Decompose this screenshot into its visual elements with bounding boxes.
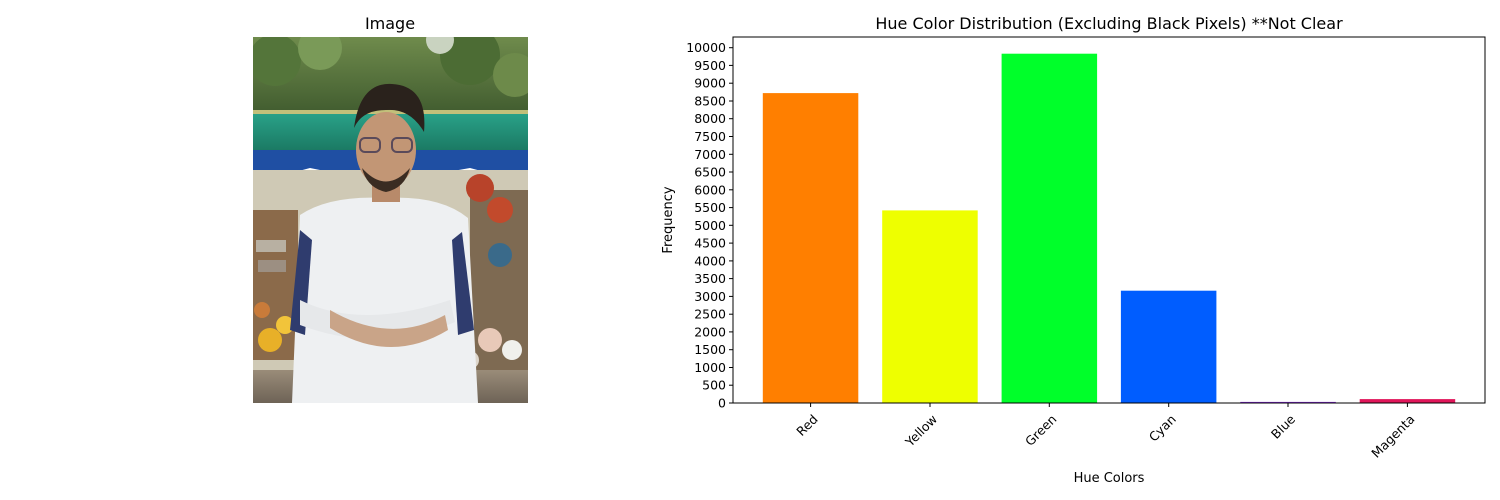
image-title: Image: [365, 14, 415, 33]
y-tick-label: 8500: [694, 94, 726, 109]
y-tick-label: 3000: [694, 289, 726, 304]
x-tick-label: Cyan: [1146, 412, 1179, 445]
y-tick-label: 7000: [694, 147, 726, 162]
y-tick-label: 10000: [686, 40, 726, 55]
hue-distribution-chart: Hue Color Distribution (Excluding Black …: [661, 14, 1486, 486]
x-tick-label: Yellow: [902, 412, 941, 451]
y-tick-label: 5500: [694, 200, 726, 215]
y-tick-label: 8000: [694, 111, 726, 126]
x-tick-label: Red: [793, 412, 820, 439]
bar-magenta: [1359, 399, 1456, 403]
x-tick-label: Green: [1022, 412, 1059, 449]
bar-yellow: [882, 210, 978, 403]
y-axis: 0 500 1000 1500 2000 2500 3000 3500 4000 4500 5000…: [686, 40, 733, 411]
y-tick-label: 500: [702, 378, 726, 393]
y-tick-label: 4500: [694, 236, 726, 251]
y-tick-label: 4000: [694, 253, 726, 268]
bars-group: [762, 53, 1456, 403]
x-tick-label: Magenta: [1368, 412, 1417, 461]
bar-cyan: [1120, 290, 1217, 403]
y-tick-label: 6500: [694, 165, 726, 180]
y-tick-label: 1000: [694, 360, 726, 375]
y-tick-label: 0: [718, 396, 726, 411]
y-axis-label: Frequency: [661, 186, 676, 253]
x-axis: Red Yellow Green Cyan Blue Magenta: [793, 403, 1418, 461]
y-tick-label: 2500: [694, 307, 726, 322]
bar-green: [1001, 53, 1098, 403]
x-axis-label: Hue Colors: [1074, 471, 1145, 486]
y-tick-label: 5000: [694, 218, 726, 233]
photo: [253, 37, 528, 403]
y-tick-label: 9500: [694, 58, 726, 73]
image-panel: Image: [253, 14, 528, 403]
y-tick-label: 1500: [694, 342, 726, 357]
y-tick-label: 2000: [694, 324, 726, 339]
y-tick-label: 3500: [694, 271, 726, 286]
x-tick-label: Blue: [1268, 411, 1298, 441]
chart-title: Hue Color Distribution (Excluding Black …: [875, 14, 1343, 33]
bar-blue: [1240, 401, 1336, 403]
bar-red: [762, 93, 859, 403]
y-tick-label: 9000: [694, 76, 726, 91]
y-tick-label: 6000: [694, 182, 726, 197]
y-tick-label: 7500: [694, 129, 726, 144]
plot-frame: [732, 36, 1486, 404]
